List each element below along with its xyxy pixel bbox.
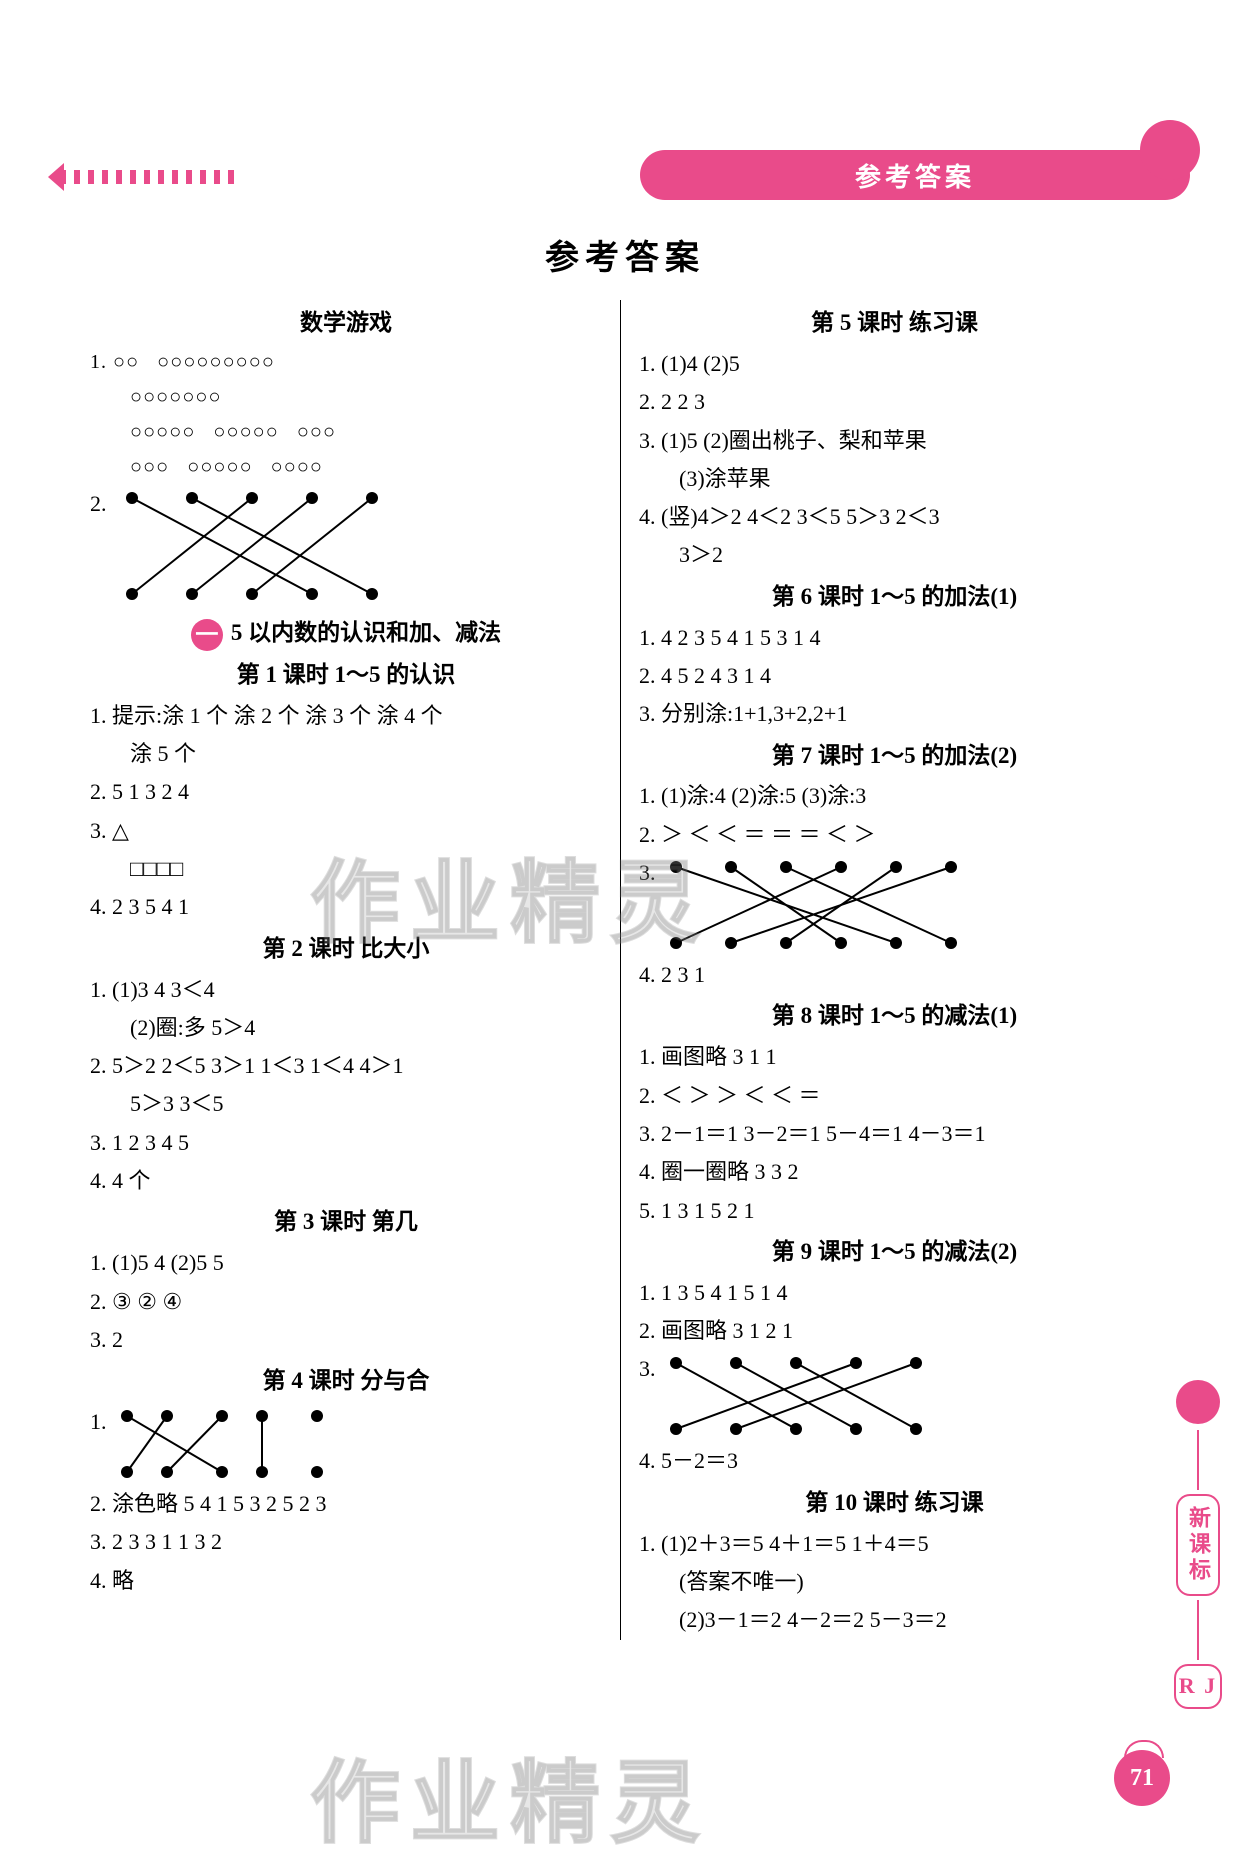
answer-line: 1. ○○ ○○○○○○○○○	[90, 346, 602, 379]
left-column: 数学游戏 1. ○○ ○○○○○○○○○ ○○○○○○○ ○○○○○ ○○○○○…	[90, 300, 620, 1640]
q-label: 3.	[639, 1356, 656, 1381]
content-columns: 数学游戏 1. ○○ ○○○○○○○○○ ○○○○○○○ ○○○○○ ○○○○○…	[90, 300, 1150, 1640]
answer-line: (2)3－1＝2 4－2＝2 5－3＝2	[639, 1602, 1150, 1638]
q-label: 1.	[90, 1409, 107, 1434]
answer-line: 1. (1)涂:4 (2)涂:5 (3)涂:3	[639, 778, 1150, 814]
answer-line: 1. (1)3 4 3＜4	[90, 972, 602, 1008]
watermark-text: 作业精灵	[310, 1730, 710, 1860]
section-title: 第 7 课时 1～5 的加法(2)	[639, 737, 1150, 775]
answer-line: 2. 5＞2 2＜5 3＞1 1＜3 1＜4 4＞1	[90, 1048, 602, 1084]
answer-line: 5. 1 3 1 5 2 1	[639, 1193, 1150, 1229]
answer-line: 4. 5－2＝3	[639, 1443, 1150, 1479]
answer-line: 4. 略	[90, 1563, 602, 1599]
section-title: 第 6 课时 1～5 的加法(1)	[639, 578, 1150, 616]
header-tag-text: 参考答案	[855, 157, 975, 194]
matching-diagram	[112, 1404, 352, 1484]
answer-line: 2. ＞ ＜ ＜ ＝ ＝ ＝ ＜ ＞	[639, 817, 1150, 853]
ladybug-icon	[1176, 1380, 1220, 1424]
matching-diagram	[661, 855, 981, 955]
circle-group: ○○○	[297, 421, 336, 443]
page-number: 71	[1130, 1765, 1154, 1792]
answer-line: 3.	[639, 855, 1150, 955]
answer-line: ○○○○○○○	[90, 381, 602, 414]
answer-line: 2. ③ ② ④	[90, 1284, 602, 1320]
answer-line: 1. 4 2 3 5 4 1 5 3 1 4	[639, 620, 1150, 656]
answer-line: 涂 5 个	[90, 736, 602, 772]
section-title: 第 9 课时 1～5 的减法(2)	[639, 1233, 1150, 1271]
answer-line: (2)圈:多 5＞4	[90, 1010, 602, 1046]
side-label-bottom: R J	[1174, 1664, 1222, 1709]
right-column: 第 5 课时 练习课 1. (1)4 (2)5 2. 2 2 3 3. (1)5…	[620, 300, 1150, 1640]
matching-diagram	[661, 1351, 951, 1441]
section-title: 第 3 课时 第几	[90, 1203, 602, 1241]
answer-line: 2. 画图略 3 1 2 1	[639, 1313, 1150, 1349]
section-title: 第 1 课时 1～5 的认识	[90, 656, 602, 694]
answer-line: 3＞2	[639, 537, 1150, 573]
answer-line: 3. 1 2 3 4 5	[90, 1125, 602, 1161]
answer-line: 4. 圈一圈略 3 3 2	[639, 1154, 1150, 1190]
answer-line: 1.	[90, 1404, 602, 1484]
answer-line: 2. 4 5 2 4 3 1 4	[639, 658, 1150, 694]
answer-line: 1. (1)5 4 (2)5 5	[90, 1245, 602, 1281]
circle-group: ○○○○○	[213, 421, 278, 443]
side-connector	[1197, 1430, 1199, 1490]
main-heading: 参考答案	[0, 230, 1250, 279]
answer-line: ○○○ ○○○○○ ○○○○	[90, 451, 602, 484]
answer-line: 4. 2 3 5 4 1	[90, 889, 602, 925]
answer-line: 3. 分别涂:1+1,3+2,2+1	[639, 696, 1150, 732]
answer-line: 2. 2 2 3	[639, 384, 1150, 420]
answer-line: □□□□	[90, 851, 602, 887]
answer-line: 2. ＜ ＞ ＞ ＜ ＜ ＝	[639, 1078, 1150, 1114]
answer-line: 3. (1)5 (2)圈出桃子、梨和苹果	[639, 423, 1150, 459]
section-title: 第 5 课时 练习课	[639, 304, 1150, 342]
answer-line: 1. (1)2＋3＝5 4＋1＝5 1＋4＝5	[639, 1526, 1150, 1562]
header-decoration-dots	[60, 170, 240, 184]
answer-line: 2. 涂色略 5 4 1 5 3 2 5 2 3	[90, 1486, 602, 1522]
unit-title-text: 5 以内数的认识和加、减法	[231, 620, 501, 645]
answer-line: ○○○○○ ○○○○○ ○○○	[90, 416, 602, 449]
answer-line: 2. 5 1 3 2 4	[90, 774, 602, 810]
mascot-icon	[1140, 120, 1200, 180]
circle-group: ○○○○○○○	[130, 386, 222, 408]
answer-line: 1. 画图略 3 1 1	[639, 1039, 1150, 1075]
unit-badge-icon: 一	[191, 619, 223, 651]
answer-line: 3. △	[90, 813, 602, 849]
answer-line: (答案不唯一)	[639, 1564, 1150, 1600]
answer-line: 3. 2－1＝1 3－2＝1 5－4＝1 4－3＝1	[639, 1116, 1150, 1152]
section-title: 数学游戏	[90, 304, 602, 342]
circle-group: ○○○○○	[130, 421, 195, 443]
circle-group: ○○○○○	[187, 456, 252, 478]
side-label-top: 新课标	[1176, 1494, 1220, 1596]
answer-line: 4. (竖)4＞2 4＜2 3＜5 5＞3 2＜3	[639, 499, 1150, 535]
answer-line: 3. 2 3 3 1 1 3 2	[90, 1524, 602, 1560]
answer-line: 4. 4 个	[90, 1163, 602, 1199]
circle-group: ○○○○○○○○○	[157, 351, 275, 373]
q-label: 1.	[90, 351, 107, 373]
unit-heading: 一 5 以内数的认识和加、减法	[90, 614, 602, 652]
section-title: 第 10 课时 练习课	[639, 1484, 1150, 1522]
section-title: 第 2 课时 比大小	[90, 930, 602, 968]
circle-group: ○○○○	[271, 456, 323, 478]
answer-line: 1. (1)4 (2)5	[639, 346, 1150, 382]
q-label: 2.	[90, 491, 107, 516]
header-decoration-arrow	[48, 163, 64, 191]
section-title: 第 4 课时 分与合	[90, 1362, 602, 1400]
matching-diagram	[112, 486, 412, 606]
circle-group: ○○	[113, 351, 139, 373]
side-connector	[1197, 1600, 1199, 1660]
answer-line: 4. 2 3 1	[639, 957, 1150, 993]
q-label: 3.	[639, 860, 656, 885]
side-label-block: 新课标 R J	[1174, 1380, 1222, 1713]
answer-line: 1. 1 3 5 4 1 5 1 4	[639, 1275, 1150, 1311]
answer-line: (3)涂苹果	[639, 461, 1150, 497]
section-title: 第 8 课时 1～5 的减法(1)	[639, 997, 1150, 1035]
answer-line: 2.	[90, 486, 602, 606]
circle-group: ○○○	[130, 456, 169, 478]
answer-line: 3.	[639, 1351, 1150, 1441]
answer-line: 1. 提示:涂 1 个 涂 2 个 涂 3 个 涂 4 个	[90, 698, 602, 734]
page-number-badge: 71	[1114, 1750, 1170, 1806]
header-tag-bar: 参考答案	[640, 150, 1190, 200]
answer-line: 3. 2	[90, 1322, 602, 1358]
answer-line: 5＞3 3＜5	[90, 1086, 602, 1122]
